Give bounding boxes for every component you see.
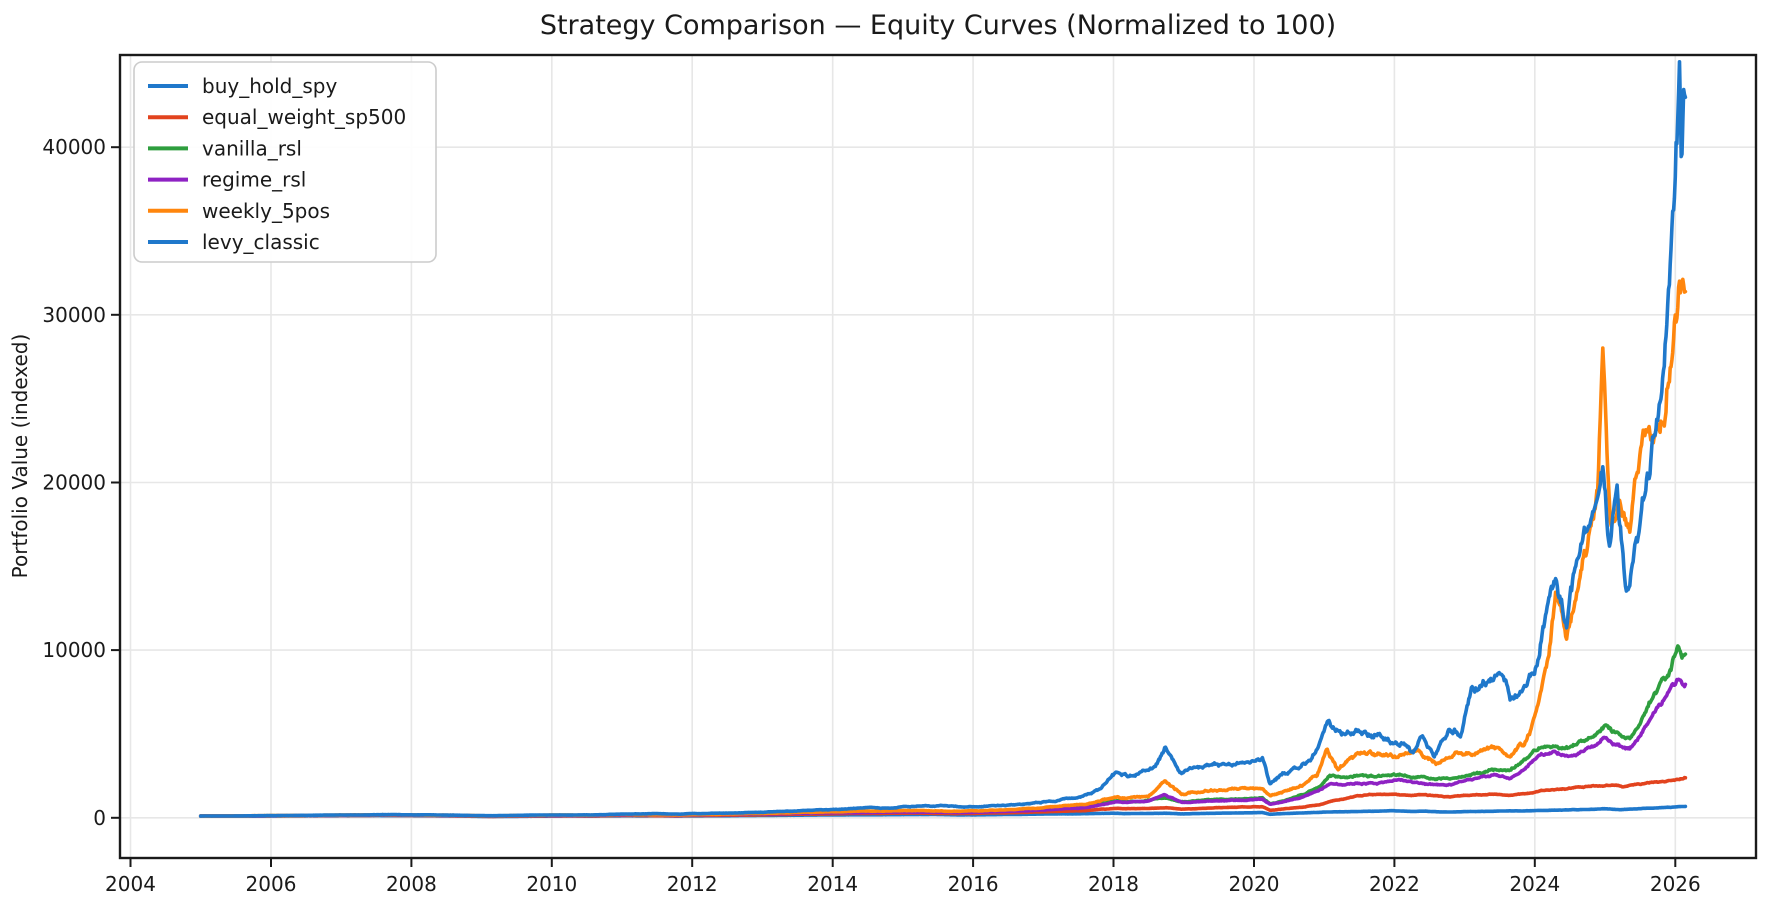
y-axis-label: Portfolio Value (indexed) bbox=[8, 334, 32, 579]
x-tick-label: 2014 bbox=[807, 872, 858, 896]
x-tick-label: 2016 bbox=[948, 872, 999, 896]
legend: buy_hold_spy equal_weight_sp500 vanilla_rs… bbox=[133, 61, 437, 263]
legend-label-vanilla_rsl: vanilla_rsl bbox=[202, 136, 302, 160]
x-tick-label: 2022 bbox=[1369, 872, 1420, 896]
x-tick-label: 2024 bbox=[1509, 872, 1560, 896]
chart-title: Strategy Comparison — Equity Curves (Nor… bbox=[540, 10, 1336, 41]
series-layer bbox=[198, 59, 1688, 819]
plot-border bbox=[118, 53, 1758, 860]
legend-label-weekly_5pos: weekly_5pos bbox=[202, 199, 330, 223]
x-tick-label: 2020 bbox=[1229, 872, 1280, 896]
x-tick-label: 2008 bbox=[386, 872, 437, 896]
tick-layer: 2004 2006 2008 2010 2012 2014 2016 2018 2020 2022… bbox=[42, 135, 1700, 896]
y-tick-label: 20000 bbox=[42, 471, 106, 495]
x-tick-label: 2026 bbox=[1650, 872, 1701, 896]
y-tick-label: 40000 bbox=[42, 135, 106, 159]
legend-label-levy_classic: levy_classic bbox=[202, 230, 320, 254]
y-tick-label: 30000 bbox=[42, 303, 106, 327]
y-tick-label: 10000 bbox=[42, 638, 106, 662]
legend-box bbox=[133, 61, 437, 263]
x-tick-label: 2018 bbox=[1088, 872, 1139, 896]
x-tick-label: 2012 bbox=[667, 872, 718, 896]
x-tick-label: 2004 bbox=[105, 872, 156, 896]
legend-label-buy_hold_spy: buy_hold_spy bbox=[202, 74, 337, 98]
series-line-levy_classic bbox=[198, 59, 1688, 818]
y-tick-label: 0 bbox=[93, 806, 106, 830]
legend-label-equal_weight_sp500: equal_weight_sp500 bbox=[202, 105, 406, 129]
x-tick-label: 2006 bbox=[246, 872, 297, 896]
x-tick-label: 2010 bbox=[526, 872, 577, 896]
legend-label-regime_rsl: regime_rsl bbox=[202, 168, 306, 192]
